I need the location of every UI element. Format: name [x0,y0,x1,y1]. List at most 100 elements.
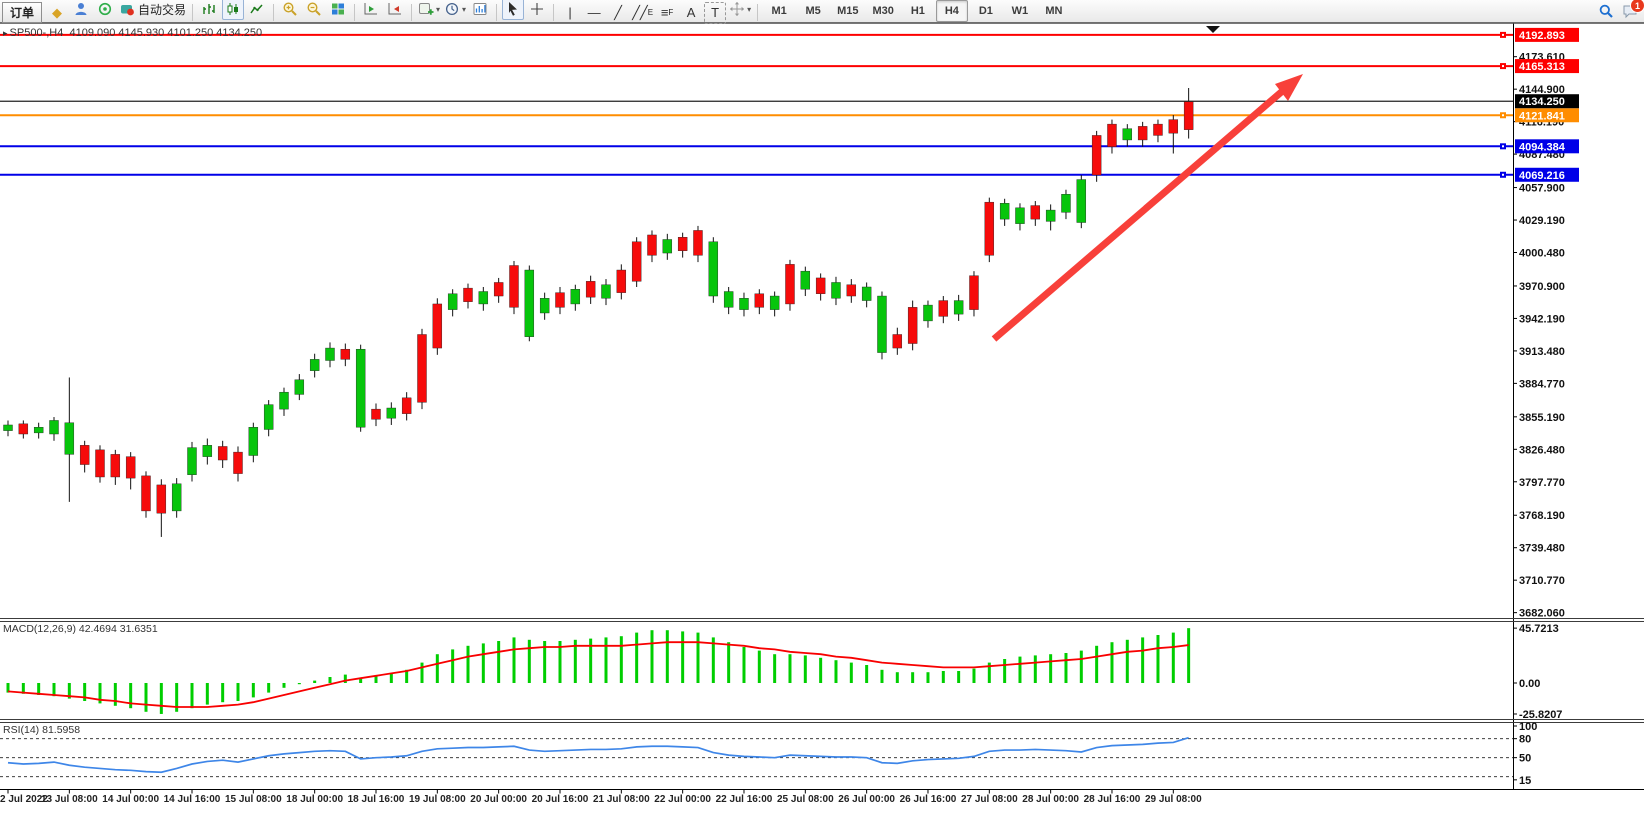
timeframe-H4[interactable]: H4 [935,0,968,22]
price-tag-text: 4069.216 [1519,170,1565,182]
macd-tick-label: 0.00 [1519,678,1540,690]
signals-icon[interactable] [94,0,116,20]
time-label[interactable]: 22 Jul 16:00 [716,794,773,805]
time-label[interactable]: 20 Jul 16:00 [532,794,589,805]
candle-body [187,447,197,475]
time-label[interactable]: 14 Jul 16:00 [164,794,221,805]
candle-body [1168,119,1179,134]
candle [171,478,182,518]
down-arrow-marker[interactable] [1206,26,1220,33]
templates-button[interactable] [469,0,491,20]
line-chart-button[interactable] [246,0,268,20]
price-tick-label: 4029.190 [1519,215,1565,227]
time-label[interactable]: 21 Jul 08:00 [593,794,650,805]
timeframe-M15[interactable]: M15 [837,5,859,17]
time-label[interactable]: 18 Jul 16:00 [348,794,405,805]
shapes-button[interactable]: ▾ [728,0,752,20]
search-icon[interactable] [1595,0,1617,22]
community-icon[interactable] [70,0,92,20]
candle [785,259,795,311]
chart-shift-button[interactable] [384,0,406,20]
timeframe-M30[interactable]: M30 [872,5,894,17]
label-button-glyph: T [711,5,720,21]
text-button[interactable]: A [680,2,702,24]
order-button[interactable]: 订单 [2,2,43,24]
candle [861,282,872,308]
candle [125,452,136,490]
timeframe-W1[interactable]: W1 [1011,5,1029,17]
time-label[interactable]: 22 Jul 00:00 [654,794,711,805]
candle [555,286,565,315]
candle [1137,121,1148,147]
price-tag-text: 4121.841 [1519,110,1565,122]
shapes-button-dropdown[interactable]: ▾ [747,4,752,14]
periods-button-dropdown[interactable]: ▾ [462,4,467,14]
zoom-out-button[interactable] [303,0,325,20]
time-label[interactable]: 13 Jul 08:00 [41,794,98,805]
timeframe-M1[interactable]: M1 [771,5,787,17]
periods-button[interactable]: ▾ [443,0,467,20]
time-label[interactable]: 29 Jul 08:00 [1145,794,1202,805]
time-label[interactable]: 26 Jul 16:00 [900,794,957,805]
time-label[interactable]: 19 Jul 08:00 [409,794,466,805]
chat-button[interactable]: 1 [1619,0,1644,22]
time-label[interactable]: 26 Jul 00:00 [838,794,895,805]
label-button[interactable]: T [704,1,727,24]
time-label[interactable]: 25 Jul 08:00 [777,794,834,805]
new-chart-button-dropdown[interactable]: ▾ [436,4,441,14]
time-label[interactable]: 15 Jul 08:00 [225,794,282,805]
crosshair-button[interactable] [526,0,548,20]
candle [263,400,274,437]
autotrading-button[interactable]: 自动交易 [118,0,187,20]
time-label[interactable]: 28 Jul 16:00 [1084,794,1141,805]
candle-body [432,303,443,349]
bar-chart-button[interactable] [198,0,220,20]
candle-body [1122,128,1133,141]
price-tag-text: 4165.313 [1519,61,1565,73]
vertical-line-button[interactable]: | [559,2,581,24]
timeframe-M5[interactable]: M5 [805,5,821,17]
candle [110,449,121,485]
candle-body [371,408,381,420]
horizontal-line-button[interactable]: — [583,2,605,24]
timeframe-H1[interactable]: H1 [910,5,925,17]
timeframe-MN[interactable]: MN [1045,5,1063,17]
time-label[interactable]: 20 Jul 00:00 [470,794,527,805]
trendline-button[interactable]: ╱ [607,2,629,24]
candle [601,279,611,306]
candle [754,289,765,315]
time-label[interactable]: 14 Jul 00:00 [102,794,159,805]
candle-body [601,284,611,299]
crosshair [531,3,544,16]
candle-body [95,449,105,478]
candle-body [125,456,136,479]
zoom-in-button[interactable] [279,0,301,20]
equidistant-channel-button[interactable]: ╱╱ E [631,2,654,24]
linechart [250,4,263,14]
tile-windows-button[interactable] [327,0,349,20]
time-label[interactable]: 2 Jul 2022 [0,794,48,805]
candle [248,422,259,463]
trend-arrow-head[interactable] [1275,74,1303,101]
price-tick-label: 3682.060 [1519,608,1565,620]
candle [95,445,105,483]
auto-scroll-button[interactable] [360,0,382,20]
time-label[interactable]: 28 Jul 00:00 [1022,794,1079,805]
trend-arrow[interactable] [991,85,1289,342]
cursor-button[interactable] [502,0,525,21]
ohlc-values: 4109.090 4145.930 4101.250 4134.250 [69,27,263,39]
new-chart-button[interactable]: ▾ [417,0,441,20]
candle-chart-button[interactable] [222,0,245,21]
candle [953,294,964,321]
line-handle-dot [1502,145,1504,148]
price-tag: 4192.893 [1515,27,1579,42]
candle-body [233,451,243,474]
candle [815,273,826,301]
time-label[interactable]: 27 Jul 08:00 [961,794,1018,805]
new-order-icon[interactable]: ◆ [46,2,68,24]
candle-body [785,264,795,305]
time-label[interactable]: 18 Jul 00:00 [286,794,343,805]
rsi-line [7,736,1189,774]
timeframe-D1[interactable]: D1 [978,5,993,17]
fibonacci-button[interactable]: ≡ F [656,2,678,24]
